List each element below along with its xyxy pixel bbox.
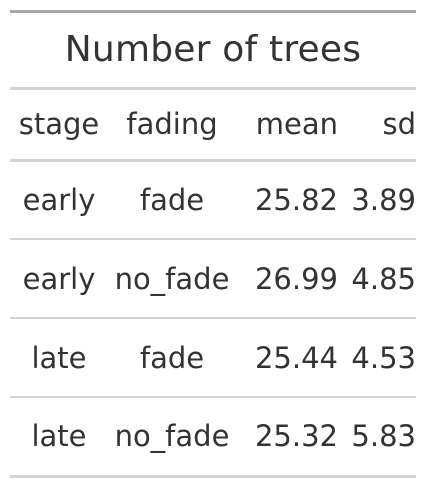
column-header-stage: stage [10, 90, 108, 162]
table-header: stage fading mean sd [10, 90, 416, 162]
column-header-mean: mean [236, 90, 344, 162]
cell-sd: 4.53 [344, 318, 416, 398]
column-header-fading: fading [108, 90, 236, 162]
table-row: early fade 25.82 3.89 [10, 160, 416, 240]
cell-mean: 25.32 [236, 397, 344, 478]
cell-stage: early [10, 160, 108, 240]
cell-fading: no_fade [108, 397, 236, 478]
data-table: stage fading mean sd early fade 25.82 3.… [10, 90, 416, 478]
cell-mean: 25.82 [236, 160, 344, 240]
cell-mean: 26.99 [236, 239, 344, 319]
table-title: Number of trees [64, 29, 362, 70]
top-rule [10, 10, 416, 13]
title-rule [10, 87, 416, 90]
cell-fading: no_fade [108, 239, 236, 319]
cell-fading: fade [108, 160, 236, 240]
table-body: early fade 25.82 3.89 early no_fade 26.9… [10, 160, 416, 478]
cell-sd: 4.85 [344, 239, 416, 319]
table-row: early no_fade 26.99 4.85 [10, 239, 416, 319]
column-header-sd: sd [344, 90, 416, 162]
cell-stage: early [10, 239, 108, 319]
cell-fading: fade [108, 318, 236, 398]
cell-sd: 5.83 [344, 397, 416, 478]
cell-stage: late [10, 397, 108, 478]
header-row: stage fading mean sd [10, 90, 416, 162]
cell-sd: 3.89 [344, 160, 416, 240]
cell-stage: late [10, 318, 108, 398]
summary-table: Number of trees stage fading mean sd ear… [10, 10, 416, 478]
table-row: late fade 25.44 4.53 [10, 318, 416, 398]
cell-mean: 25.44 [236, 318, 344, 398]
table-row: late no_fade 25.32 5.83 [10, 397, 416, 478]
